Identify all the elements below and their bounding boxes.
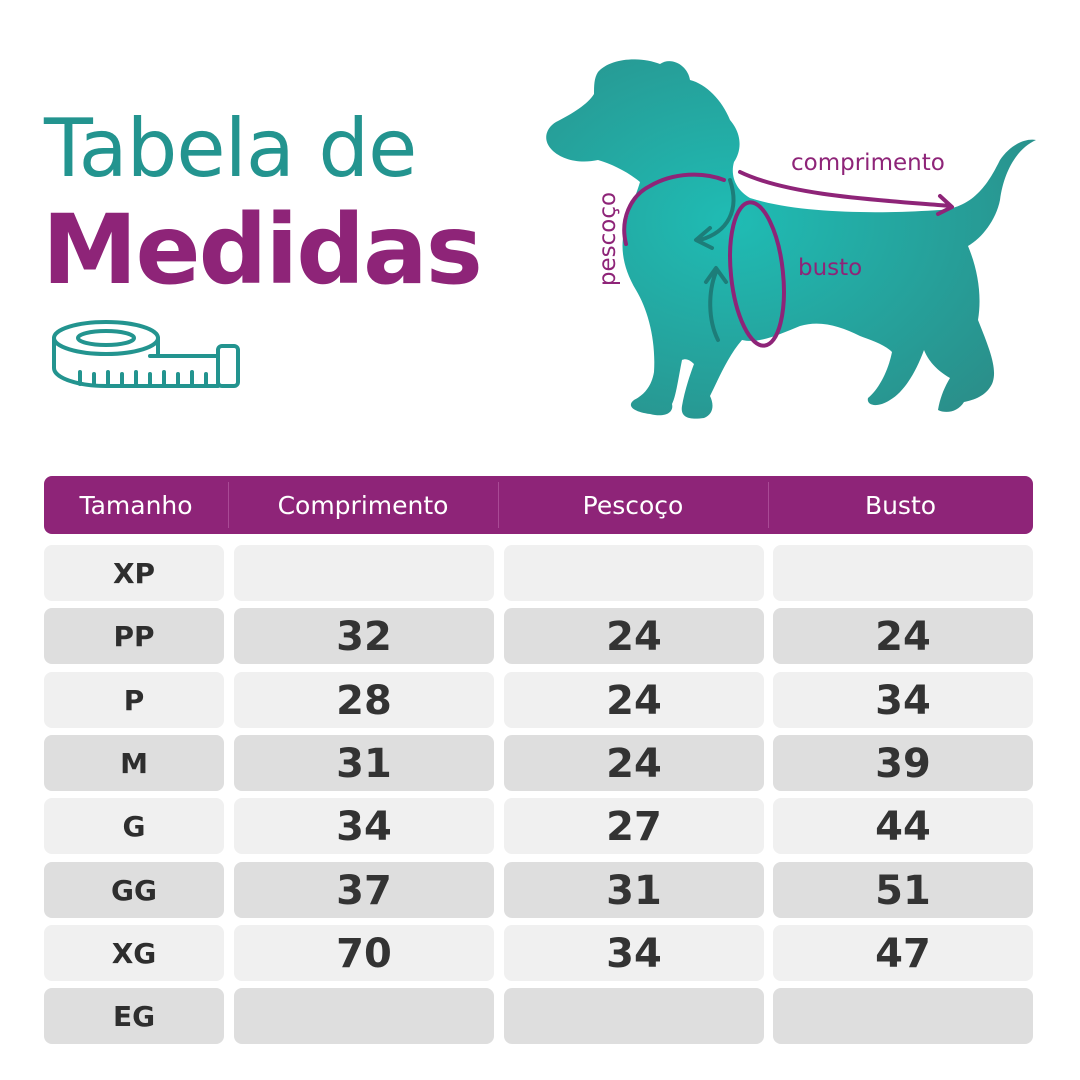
- title-line-1: Tabela de: [44, 102, 417, 195]
- busto-cell: 34: [773, 672, 1033, 728]
- header-tamanho: Tamanho: [79, 491, 193, 520]
- header-divider: [498, 482, 499, 528]
- title-line-2: Medidas: [42, 194, 483, 306]
- pescoco-cell: [504, 545, 764, 601]
- size-cell: G: [44, 798, 224, 854]
- pescoco-cell: 24: [504, 735, 764, 791]
- pescoco-cell: [504, 988, 764, 1044]
- pescoco-cell: 34: [504, 925, 764, 981]
- dog-silhouette: [546, 59, 1036, 419]
- busto-cell: [773, 988, 1033, 1044]
- comprimento-cell: [234, 545, 494, 601]
- size-cell: XP: [44, 545, 224, 601]
- busto-cell: [773, 545, 1033, 601]
- comprimento-cell: 34: [234, 798, 494, 854]
- measuring-tape-icon: [52, 320, 240, 388]
- header-busto: Busto: [864, 491, 937, 520]
- pescoco-cell: 31: [504, 862, 764, 918]
- comprimento-cell: [234, 988, 494, 1044]
- size-cell: P: [44, 672, 224, 728]
- comprimento-cell: 31: [234, 735, 494, 791]
- pescoco-cell: 24: [504, 608, 764, 664]
- busto-cell: 39: [773, 735, 1033, 791]
- size-cell: EG: [44, 988, 224, 1044]
- size-cell: GG: [44, 862, 224, 918]
- pescoco-cell: 24: [504, 672, 764, 728]
- size-cell: XG: [44, 925, 224, 981]
- label-comprimento: comprimento: [791, 150, 945, 176]
- header-comprimento: Comprimento: [277, 491, 449, 520]
- comprimento-cell: 37: [234, 862, 494, 918]
- header-pescoco: Pescoço: [582, 491, 684, 520]
- pescoco-cell: 27: [504, 798, 764, 854]
- busto-cell: 47: [773, 925, 1033, 981]
- label-pescoco: pescoço: [595, 191, 621, 287]
- busto-cell: 24: [773, 608, 1033, 664]
- size-cell: M: [44, 735, 224, 791]
- size-cell: PP: [44, 608, 224, 664]
- comprimento-cell: 32: [234, 608, 494, 664]
- comprimento-cell: 70: [234, 925, 494, 981]
- header-divider: [768, 482, 769, 528]
- busto-cell: 51: [773, 862, 1033, 918]
- busto-cell: 44: [773, 798, 1033, 854]
- table-header: Tamanho Comprimento Pescoço Busto: [44, 476, 1033, 534]
- comprimento-cell: 28: [234, 672, 494, 728]
- header-divider: [228, 482, 229, 528]
- label-busto: busto: [798, 255, 863, 281]
